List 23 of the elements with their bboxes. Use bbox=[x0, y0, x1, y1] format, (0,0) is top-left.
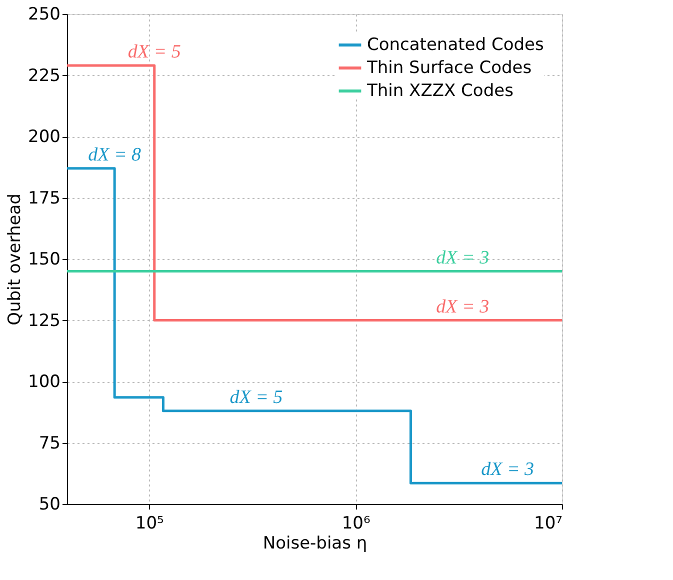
annotation: dX = 8 bbox=[88, 144, 142, 166]
y-tick-label: 200 bbox=[28, 127, 60, 147]
legend-label: Concatenated Codes bbox=[367, 35, 544, 55]
x-tick-label: 10⁷ bbox=[534, 514, 563, 534]
legend-label: Thin Surface Codes bbox=[366, 58, 532, 78]
y-tick-label: 150 bbox=[28, 250, 60, 270]
y-tick-label: 125 bbox=[28, 310, 60, 331]
y-tick-label: 75 bbox=[38, 433, 60, 454]
annotation: dX = 5 bbox=[230, 386, 283, 408]
x-axis-title: Noise-bias η bbox=[262, 534, 368, 554]
x-tick-label: 10⁵ bbox=[135, 514, 164, 534]
x-tick-label: 10⁶ bbox=[342, 514, 370, 534]
y-tick-label: 250 bbox=[28, 4, 60, 24]
y-tick-label: 175 bbox=[28, 188, 60, 208]
y-tick-label: 100 bbox=[28, 372, 60, 392]
y-tick-label: 50 bbox=[38, 494, 60, 514]
annotation: dX = 5 bbox=[128, 41, 181, 62]
annotation: dX = 3 bbox=[436, 247, 490, 268]
legend-label: Thin XZZX Codes bbox=[366, 81, 514, 101]
annotation: dX = 3 bbox=[436, 296, 490, 318]
y-axis-title: Qubit overhead bbox=[5, 194, 26, 326]
annotation: dX = 3 bbox=[481, 459, 534, 480]
y-tick-label: 225 bbox=[28, 66, 60, 86]
